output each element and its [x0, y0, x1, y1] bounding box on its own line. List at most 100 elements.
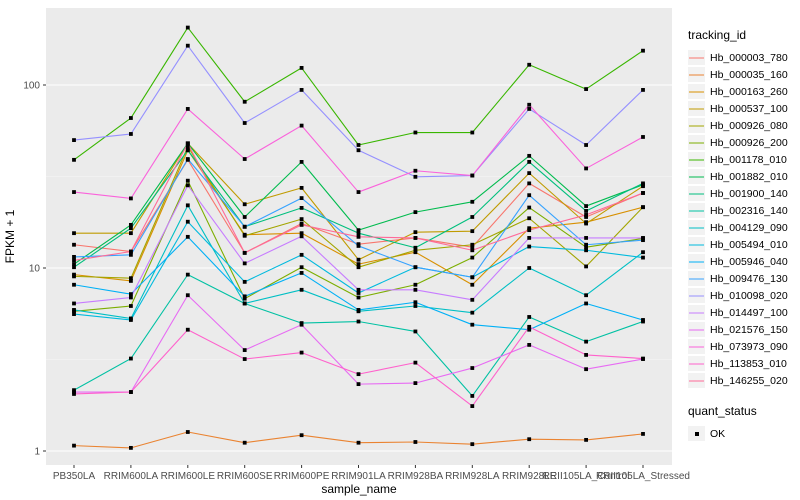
data-point [129, 295, 133, 300]
x-tick-label: RRIM600LA [104, 471, 159, 482]
legend-item-Hb_021576_150: Hb_021576_150 [688, 321, 800, 338]
data-point [413, 300, 418, 305]
data-point [470, 442, 475, 447]
data-point [129, 356, 133, 361]
legend-item-Hb_000537_100: Hb_000537_100 [688, 100, 800, 117]
data-point [527, 205, 532, 210]
legend-item-Hb_014497_100: Hb_014497_100 [688, 304, 800, 321]
data-point [584, 242, 588, 247]
data-point [72, 138, 76, 142]
data-point [413, 381, 418, 385]
legend-label: Hb_005946_040 [710, 255, 788, 268]
black-square-point-icon [688, 426, 705, 441]
legend-item-Hb_000926_200: Hb_000926_200 [688, 134, 800, 151]
data-point [299, 265, 304, 270]
data-point [129, 226, 133, 231]
legend-label: Hb_073973_090 [710, 340, 788, 353]
data-point [470, 248, 475, 253]
data-point [527, 342, 532, 347]
legend-label: Hb_000035_160 [710, 68, 788, 81]
data-point [185, 234, 190, 239]
data-point [413, 230, 418, 235]
legend-label: Hb_014497_100 [710, 306, 788, 319]
data-point [242, 357, 247, 361]
legend-item-Hb_000003_780: Hb_000003_780 [688, 49, 800, 66]
data-point [299, 123, 304, 128]
legend-label: Hb_146255_020 [710, 374, 788, 387]
data-point [413, 210, 418, 215]
data-point [72, 392, 76, 396]
data-point [413, 250, 418, 255]
data-point [242, 261, 247, 266]
legend-label: Hb_000003_780 [710, 51, 788, 64]
x-tick-label: PB350LA [53, 471, 96, 482]
legend-label: Hb_005494_010 [710, 238, 788, 251]
data-point [185, 327, 190, 332]
data-point [641, 432, 645, 436]
data-point [527, 107, 532, 111]
data-point [356, 257, 361, 262]
y-axis-title: FPKM + 1 [3, 209, 17, 263]
data-point [242, 157, 247, 161]
data-point [584, 236, 588, 240]
data-point [72, 301, 76, 306]
data-point [470, 282, 475, 287]
data-point [72, 262, 76, 267]
data-point [356, 148, 361, 153]
data-point [356, 234, 361, 239]
legend-label: Hb_000926_200 [710, 136, 788, 149]
data-point [527, 62, 532, 67]
data-point [470, 404, 475, 408]
series-color-key-icon [688, 322, 705, 337]
data-point [242, 440, 247, 445]
data-point [356, 372, 361, 377]
data-point [185, 219, 190, 224]
data-point [129, 390, 133, 394]
legend-item-Hb_000926_080: Hb_000926_080 [688, 117, 800, 134]
legend-label: Hb_001178_010 [710, 153, 787, 166]
data-point [72, 157, 76, 162]
legend-item-Hb_000035_160: Hb_000035_160 [688, 66, 800, 83]
data-point [527, 228, 532, 233]
data-point [72, 231, 76, 236]
data-point [584, 367, 588, 372]
data-point [527, 216, 532, 221]
data-point [72, 190, 76, 194]
data-point [527, 153, 532, 158]
data-point [527, 437, 532, 442]
legend-label: Hb_004129_090 [710, 221, 788, 234]
series-color-key-icon [688, 84, 705, 99]
data-point [584, 209, 588, 213]
x-tick-label: RRIM600SE [217, 471, 273, 482]
data-point [299, 196, 304, 200]
data-point [470, 199, 475, 204]
y-tick-label: 100 [23, 81, 40, 92]
legend-label: Hb_001882_010 [710, 170, 788, 183]
legend-label: Hb_021576_150 [710, 323, 788, 336]
data-point [527, 315, 532, 319]
legend-item-Hb_004129_090: Hb_004129_090 [688, 219, 800, 236]
data-point [299, 322, 304, 327]
series-color-key-icon [688, 67, 705, 82]
series-color-key-icon [688, 254, 705, 269]
legend-item-Hb_005946_040: Hb_005946_040 [688, 253, 800, 270]
series-color-key-icon [688, 237, 705, 252]
data-point [356, 262, 361, 267]
data-point [356, 265, 361, 270]
data-point [356, 244, 361, 248]
data-point [185, 148, 190, 153]
x-tick-label: RRIM901LA [331, 471, 386, 482]
data-point [72, 242, 76, 247]
data-point [527, 102, 532, 107]
data-point [72, 390, 76, 394]
data-point [185, 203, 190, 208]
data-point [299, 234, 304, 239]
legend-item-Hb_005494_010: Hb_005494_010 [688, 236, 800, 253]
data-point [129, 252, 133, 257]
series-color-key-icon [688, 101, 705, 116]
data-point [299, 206, 304, 210]
x-tick-label: RRIM928LA [445, 471, 500, 482]
legend-item-Hb_000163_260: Hb_000163_260 [688, 83, 800, 100]
